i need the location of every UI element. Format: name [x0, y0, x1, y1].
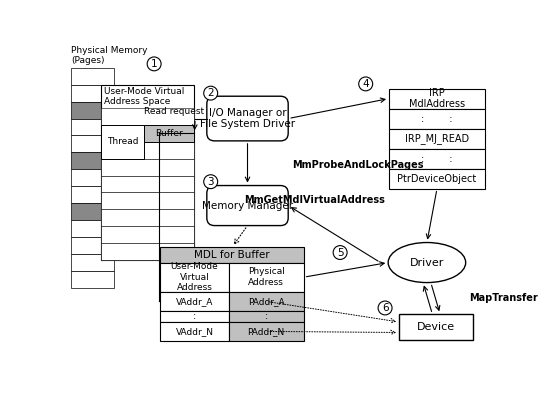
FancyBboxPatch shape [71, 152, 114, 169]
Text: PtrDeviceObject: PtrDeviceObject [397, 174, 477, 183]
FancyBboxPatch shape [71, 135, 114, 152]
Circle shape [333, 246, 347, 259]
Circle shape [147, 57, 161, 71]
FancyBboxPatch shape [229, 311, 304, 322]
Text: User-Mode Virtual
Address Space: User-Mode Virtual Address Space [104, 87, 184, 106]
FancyBboxPatch shape [71, 203, 114, 220]
Text: 4: 4 [363, 79, 369, 89]
FancyBboxPatch shape [101, 125, 195, 142]
FancyBboxPatch shape [160, 311, 229, 322]
FancyBboxPatch shape [207, 96, 288, 141]
Text: 2: 2 [207, 88, 214, 98]
Text: IRP_MJ_READ: IRP_MJ_READ [405, 133, 469, 144]
Text: MapTransfer: MapTransfer [469, 293, 538, 303]
Text: Driver: Driver [410, 257, 444, 267]
Text: MDL for Buffer: MDL for Buffer [194, 250, 270, 260]
FancyBboxPatch shape [71, 186, 114, 203]
FancyBboxPatch shape [389, 149, 485, 168]
FancyBboxPatch shape [160, 322, 229, 341]
FancyBboxPatch shape [101, 85, 195, 260]
Text: IRP
MdlAddress: IRP MdlAddress [409, 88, 465, 109]
FancyBboxPatch shape [71, 271, 114, 288]
Text: Device: Device [417, 322, 455, 332]
Text: I/O Manager or
File System Driver: I/O Manager or File System Driver [200, 108, 295, 129]
Text: VAddr_A: VAddr_A [176, 297, 213, 306]
FancyBboxPatch shape [101, 142, 195, 159]
FancyBboxPatch shape [160, 292, 229, 311]
Text: Physical
Address: Physical Address [248, 267, 284, 287]
Text: :        :: : : [422, 114, 453, 124]
Circle shape [204, 86, 218, 100]
Text: MmProbeAndLockPages: MmProbeAndLockPages [292, 160, 424, 170]
FancyBboxPatch shape [71, 220, 114, 237]
FancyBboxPatch shape [389, 128, 485, 149]
Circle shape [378, 301, 392, 315]
Circle shape [359, 77, 372, 91]
Text: Read request: Read request [144, 107, 204, 116]
Text: 5: 5 [337, 248, 343, 257]
FancyBboxPatch shape [101, 159, 195, 175]
FancyBboxPatch shape [389, 109, 485, 128]
FancyBboxPatch shape [160, 247, 304, 263]
Text: Physical Memory
(Pages): Physical Memory (Pages) [71, 46, 148, 65]
Text: MmGetMdlVirtualAddress: MmGetMdlVirtualAddress [244, 195, 385, 205]
FancyBboxPatch shape [71, 237, 114, 254]
Text: PAddr_A: PAddr_A [248, 297, 284, 306]
Text: VAddr_N: VAddr_N [175, 327, 213, 336]
FancyBboxPatch shape [101, 226, 195, 243]
Text: Thread: Thread [107, 137, 138, 146]
FancyBboxPatch shape [389, 168, 485, 189]
FancyBboxPatch shape [207, 185, 288, 225]
FancyBboxPatch shape [101, 209, 195, 226]
FancyBboxPatch shape [229, 322, 304, 341]
Text: :        :: : : [422, 154, 453, 164]
FancyBboxPatch shape [71, 102, 114, 118]
FancyBboxPatch shape [389, 88, 485, 109]
FancyBboxPatch shape [71, 118, 114, 135]
Text: 1: 1 [151, 59, 158, 69]
Text: PAddr_N: PAddr_N [247, 327, 285, 336]
Text: :: : [193, 311, 196, 322]
Text: 6: 6 [382, 303, 388, 313]
FancyBboxPatch shape [101, 192, 195, 209]
Text: 3: 3 [207, 177, 214, 187]
FancyBboxPatch shape [101, 125, 144, 159]
FancyBboxPatch shape [160, 263, 229, 292]
FancyBboxPatch shape [101, 108, 195, 125]
FancyBboxPatch shape [71, 85, 114, 102]
FancyBboxPatch shape [399, 314, 473, 340]
FancyBboxPatch shape [101, 175, 195, 192]
Text: User-Mode
Virtual
Address: User-Mode Virtual Address [171, 262, 218, 292]
FancyBboxPatch shape [71, 254, 114, 271]
Text: Buffer: Buffer [155, 129, 183, 138]
Text: :: : [264, 311, 268, 322]
Circle shape [204, 175, 218, 189]
FancyBboxPatch shape [101, 243, 195, 260]
FancyBboxPatch shape [229, 263, 304, 292]
FancyBboxPatch shape [144, 125, 195, 142]
Ellipse shape [388, 242, 466, 282]
FancyBboxPatch shape [71, 68, 114, 85]
Text: Memory Manager: Memory Manager [202, 200, 293, 210]
FancyBboxPatch shape [71, 169, 114, 186]
FancyBboxPatch shape [229, 292, 304, 311]
